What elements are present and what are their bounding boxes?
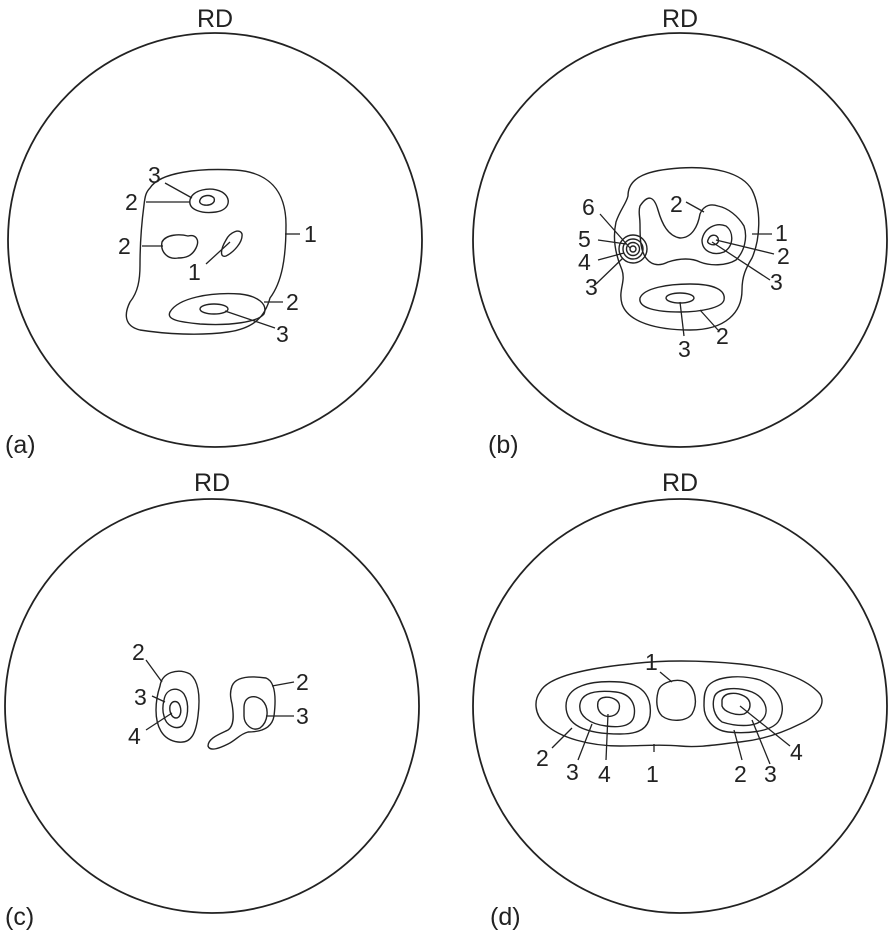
contour-label-b-4: 4 [578,249,591,275]
contour-label-d-1-bottom: 1 [646,761,659,787]
contour-a-top-inner [198,194,216,206]
contour-a-top-outer [189,188,229,214]
panel-b: RD (b) 2 1 2 3 6 5 4 [472,5,888,459]
leader-a-1-mid [205,241,231,265]
contour-label-c-4-left: 4 [128,723,141,749]
leader-a-3-bottom [224,310,276,329]
contour-label-c-3-right: 3 [296,703,309,729]
contour-label-d-2-right: 2 [734,761,747,787]
contour-label-a-1-right: 1 [304,221,317,247]
contour-b-right-level-4 [706,234,720,246]
leader-b-2-right [715,239,775,255]
contour-label-d-2-left: 2 [536,745,549,771]
leader-d-3-right [751,719,771,765]
leader-d-4-left [605,713,609,761]
panel-c: RD (c) 2 3 4 2 3 [4,469,420,931]
contour-label-b-1-right: 1 [775,220,788,246]
leader-b-5 [597,239,627,245]
contour-label-b-3-bottom: 3 [678,336,691,362]
contour-label-a-3-bottom: 3 [276,321,289,347]
rd-label-a: RD [197,5,233,33]
contour-label-d-4-left: 4 [598,761,611,787]
contour-b-right-level-3 [701,224,733,255]
leader-b-2-top [685,201,705,213]
leader-d-2-left [551,727,573,749]
contour-label-a-2-top: 2 [125,189,138,215]
leader-d-2-right [733,729,743,761]
contour-a-bottom-outer [168,292,266,326]
leader-d-4-right [739,705,791,747]
leader-d-3-left [577,723,593,761]
contour-label-d-1-top: 1 [645,649,658,675]
panel-label-d: (d) [490,903,521,931]
leader-b-6 [599,213,631,249]
contour-d-right-level-3 [712,687,767,727]
contour-b-left-ring-5 [625,241,641,257]
contour-label-b-2-right: 2 [777,243,790,269]
leader-d-1-top [659,671,673,683]
contour-label-a-2-left: 2 [118,233,131,259]
contour-label-a-2-bottom: 2 [286,289,299,315]
contour-b-bottom-inner [665,292,695,304]
contour-b-bottom-outer [639,283,725,313]
contour-label-c-2-left: 2 [132,639,145,665]
leader-b-3-bottom [679,301,685,337]
contour-d-right-level-4 [721,692,751,716]
leader-c-3-left [151,695,166,703]
contour-label-b-2-bottom: 2 [716,323,729,349]
contour-label-b-5: 5 [578,226,591,252]
leader-b-3-left [595,257,624,285]
contour-label-d-3-right: 3 [764,761,777,787]
contour-a-level-1 [125,168,287,335]
rd-label-d: RD [662,469,698,497]
panel-label-a: (a) [5,431,36,459]
contour-label-c-3-left: 3 [134,684,147,710]
leader-c-2-left [145,659,163,683]
contour-c-right-level-3 [243,696,268,730]
contour-c-left-level-2 [155,670,200,743]
pole-circle-a [7,32,423,448]
contour-a-bottom-inner [199,303,229,315]
rd-label-c: RD [194,469,230,497]
contour-d-left-level-4 [597,696,621,718]
leader-a-3-top [164,182,193,199]
pole-circle-d [472,498,888,914]
contour-label-d-4-right: 4 [790,739,803,765]
leader-c-2-right [271,681,295,687]
contour-label-d-3-left: 3 [566,759,579,785]
contour-d-left-level-2 [565,680,652,735]
contour-b-left-ring-6 [629,245,637,253]
contour-d-left-level-3 [579,690,636,728]
contour-b-left-ring-4 [622,238,644,260]
panel-d: RD (d) 1 2 3 4 1 2 3 4 [472,469,888,931]
leader-c-4-left [145,712,173,731]
contour-d-center-level-1 [656,679,697,721]
contour-label-a-1-mid: 1 [188,259,201,285]
contour-label-b-3-right: 3 [770,269,783,295]
contour-label-a-3-top: 3 [148,162,161,188]
panel-label-c: (c) [5,903,34,931]
contour-label-c-2-right: 2 [296,669,309,695]
contour-d-level-1 [535,660,823,748]
panel-a: RD (a) 3 2 2 1 1 2 3 [5,5,423,459]
contour-label-b-2-top: 2 [670,191,683,217]
pole-circle-b [472,32,888,448]
leader-b-3-right [711,241,771,281]
leader-b-4 [597,252,625,261]
contour-c-right-level-2 [207,676,276,750]
contour-a-thin-spot [220,230,243,257]
contour-d-right-level-2 [703,676,783,734]
pole-circle-c [4,498,420,914]
contour-label-b-6: 6 [582,194,595,220]
panel-label-b: (b) [488,431,519,459]
contour-c-left-level-3 [162,688,189,729]
contour-b-left-ring-3 [618,234,648,264]
leader-b-2-bottom [699,309,719,331]
rd-label-b: RD [662,5,698,33]
contour-label-b-3-left: 3 [585,274,598,300]
contour-b-level-2-mid [638,197,747,266]
contour-a-left-blob [161,234,199,259]
contour-c-left-level-4 [169,700,182,719]
